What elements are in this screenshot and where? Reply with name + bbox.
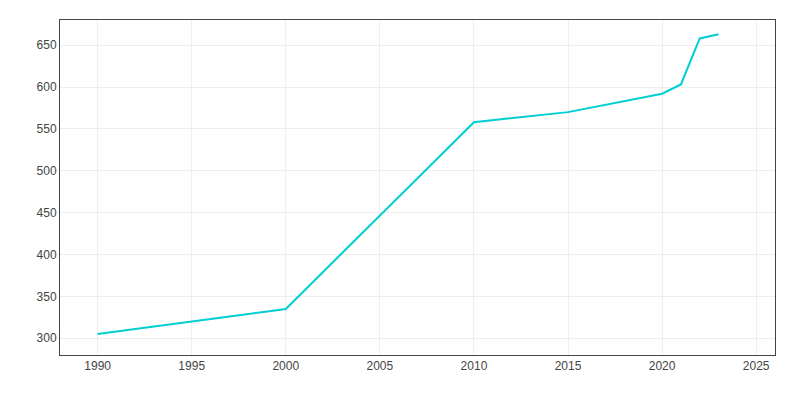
svg-text:350: 350 (37, 290, 57, 304)
svg-text:550: 550 (37, 122, 57, 136)
svg-text:300: 300 (37, 331, 57, 345)
svg-text:400: 400 (37, 248, 57, 262)
svg-text:1990: 1990 (84, 359, 111, 373)
svg-text:450: 450 (37, 206, 57, 220)
svg-text:2020: 2020 (649, 359, 676, 373)
svg-text:650: 650 (37, 38, 57, 52)
svg-text:2025: 2025 (743, 359, 770, 373)
svg-text:500: 500 (37, 164, 57, 178)
svg-text:2015: 2015 (555, 359, 582, 373)
svg-text:2000: 2000 (272, 359, 299, 373)
svg-text:1995: 1995 (178, 359, 205, 373)
svg-text:600: 600 (37, 80, 57, 94)
svg-text:2005: 2005 (367, 359, 394, 373)
svg-text:2010: 2010 (461, 359, 488, 373)
